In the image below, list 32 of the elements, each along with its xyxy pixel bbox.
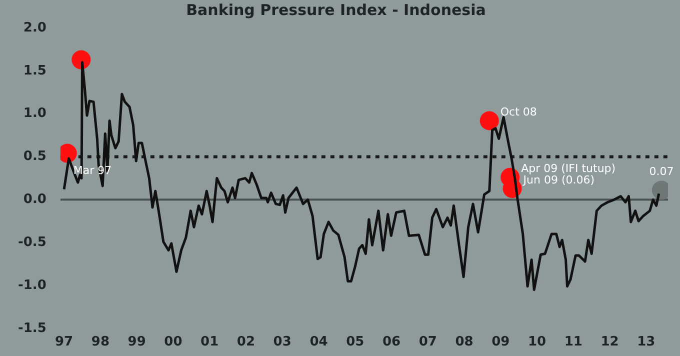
annotation: Oct 08 [500,106,537,119]
x-tick-label: 09 [492,334,510,350]
point [72,50,91,70]
chart-title: Banking Pressure Index - Indonesia [186,0,486,19]
x-tick-label: 02 [236,334,256,350]
x-tick-label: 08 [455,334,474,350]
x-tick-label: 06 [382,334,401,350]
y-tick-label: -1.0 [18,278,46,293]
point [480,111,499,130]
x-tick-label: 10 [528,334,546,350]
y-tick-label: 0.5 [23,149,46,164]
y-tick-label: -1.5 [18,320,46,336]
x-tick-label: 99 [128,334,146,350]
x-tick-label: 00 [164,334,182,350]
annotation: Apr 09 (IFI tutup) [521,162,616,176]
x-tick-label: 05 [346,334,364,350]
annotation: Jun 09 (0.06) [522,173,595,186]
x-tick-label: 11 [564,334,582,350]
annotation: 0.07 [649,165,674,178]
x-tick-label: 12 [600,334,619,350]
x-tick-label: 03 [273,334,292,350]
x-tick-label: 07 [418,334,437,350]
y-tick-label: 1.5 [23,63,46,78]
x-tick-label: 98 [91,334,110,350]
y-tick-label: 2.0 [23,20,46,36]
y-tick-label: 0.0 [23,192,46,208]
x-tick-label: 01 [200,334,219,350]
y-tick-label: -0.5 [18,234,46,250]
y-tick-label: 1.0 [23,106,46,122]
x-tick-label: 97 [55,334,74,350]
x-tick-label: 13 [637,334,656,350]
x-tick-label: 04 [310,334,328,350]
